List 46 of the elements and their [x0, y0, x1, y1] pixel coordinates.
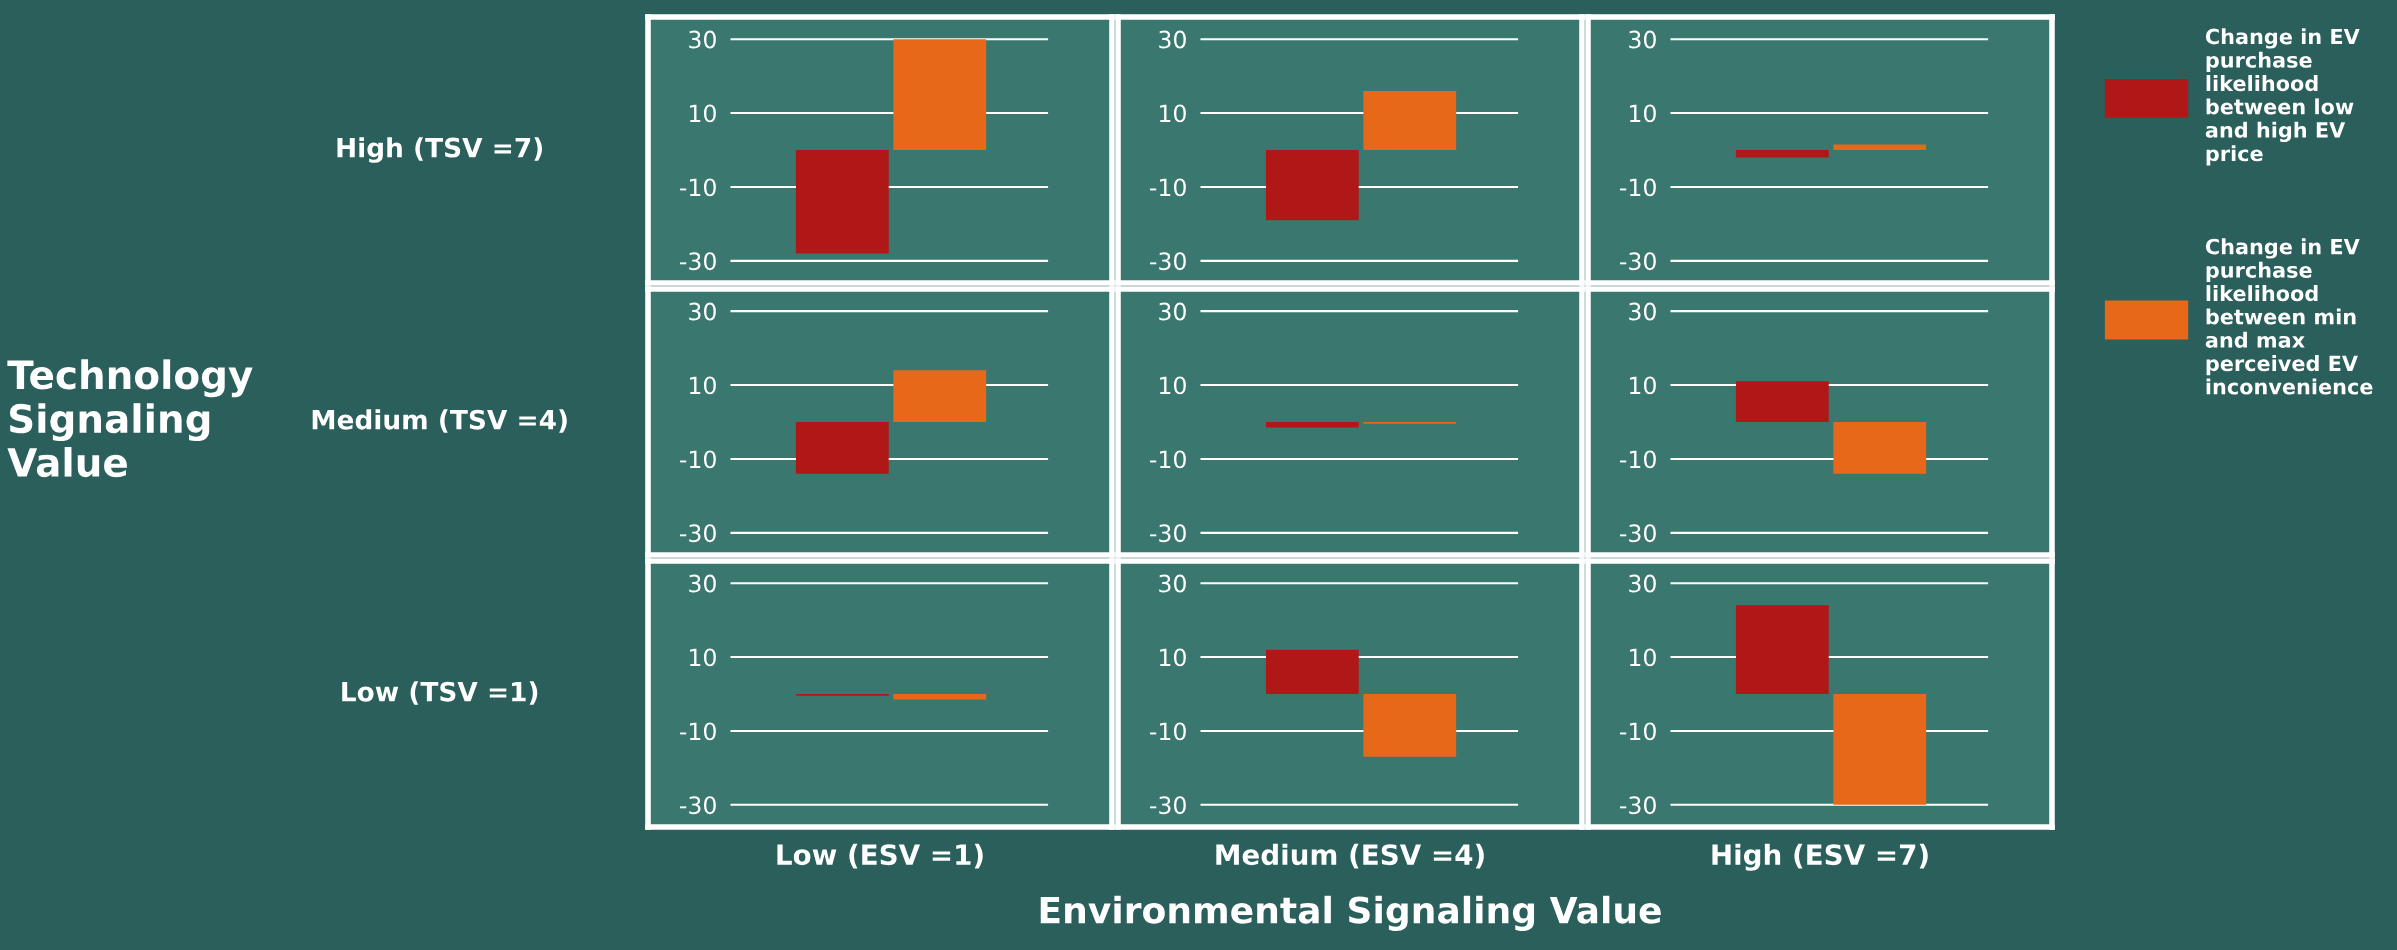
y-axis-title: Medium (TSV =4): [312, 409, 567, 433]
y-tick-label: -30: [1620, 524, 1656, 543]
y-tick-label: 10: [1629, 376, 1656, 395]
y-tick-label: 30: [689, 30, 716, 49]
y-tick-label: 10: [1629, 648, 1656, 667]
y-tick-label: 30: [1159, 30, 1186, 49]
legend-label: Change in EV purchase likelihood between low and high EV price: [2205, 28, 2360, 166]
y-tick-label: -30: [1620, 252, 1656, 271]
y-tick-label: -10: [1150, 450, 1186, 469]
text: Environmental Signaling Value: [1040, 895, 1661, 931]
y-tick-label: -10: [1620, 450, 1656, 469]
y-tick-label: -10: [680, 178, 716, 197]
x-axis-title: Medium (ESV =4): [1216, 843, 1484, 869]
y-tick-label: 10: [689, 104, 716, 123]
x-axis-title: Low (ESV =1): [777, 843, 983, 869]
y-tick-label: 30: [1159, 302, 1186, 321]
y-tick-label: 10: [689, 376, 716, 395]
legend-label: Change in EV purchase likelihood between min and max perceived EV inconvenience: [2205, 238, 2373, 395]
y-axis-title: Low (TSV =1): [342, 681, 538, 705]
x-axis-title: High (ESV =7): [1712, 843, 1928, 871]
y-tick-label: -10: [680, 450, 716, 469]
y-tick-label: 30: [1629, 574, 1656, 593]
y-tick-label: -10: [1620, 178, 1656, 197]
y-tick-label: 10: [1159, 104, 1186, 123]
y-tick-label: -10: [1620, 722, 1656, 741]
y-tick-label: -30: [680, 524, 716, 543]
y-tick-label: 10: [1159, 376, 1186, 395]
y-tick-label: 30: [689, 302, 716, 321]
y-tick-label: 10: [689, 648, 716, 667]
y-tick-label: 30: [1159, 574, 1186, 593]
y-tick-label: -10: [1150, 178, 1186, 197]
y-tick-label: 30: [1629, 30, 1656, 49]
y-tick-label: -30: [680, 252, 716, 271]
y-tick-label: 30: [1629, 302, 1656, 321]
y-tick-label: -10: [680, 722, 716, 741]
y-tick-label: 10: [1629, 104, 1656, 123]
y-tick-label: -30: [1620, 796, 1656, 815]
y-tick-label: -30: [1150, 524, 1186, 543]
y-axis-title: High (TSV =7): [337, 137, 542, 163]
y-tick-label: -30: [1150, 252, 1186, 271]
y-tick-label: 10: [1159, 648, 1186, 667]
text: Technology Signaling Value: [7, 359, 253, 478]
y-tick-label: -30: [680, 796, 716, 815]
y-tick-label: -10: [1150, 722, 1186, 741]
y-tick-label: -30: [1150, 796, 1186, 815]
y-tick-label: 30: [689, 574, 716, 593]
